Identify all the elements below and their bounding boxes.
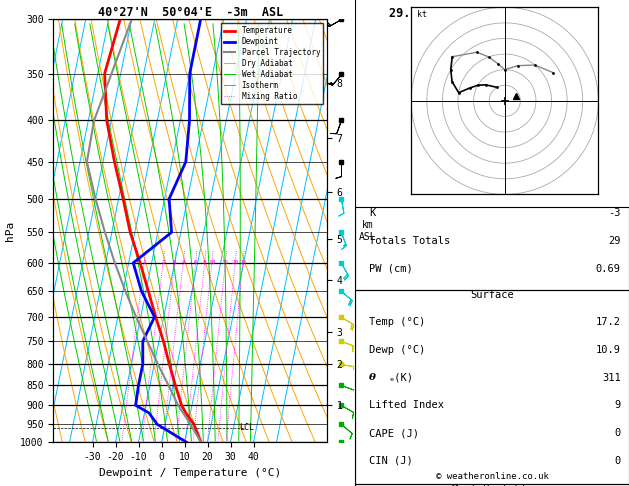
Text: © weatheronline.co.uk: © weatheronline.co.uk <box>436 472 548 481</box>
Text: 20: 20 <box>231 260 239 265</box>
Text: 9: 9 <box>615 400 621 411</box>
Text: Lifted Index: Lifted Index <box>369 400 444 411</box>
Text: LCL: LCL <box>240 423 255 433</box>
Text: θ: θ <box>369 373 376 382</box>
Title: 40°27'N  50°04'E  -3m  ASL: 40°27'N 50°04'E -3m ASL <box>97 6 283 19</box>
Y-axis label: hPa: hPa <box>4 221 14 241</box>
Text: 3: 3 <box>173 260 177 265</box>
Text: Temp (°C): Temp (°C) <box>369 317 425 328</box>
Text: 4: 4 <box>181 260 185 265</box>
Text: Totals Totals: Totals Totals <box>369 236 450 246</box>
Text: CAPE (J): CAPE (J) <box>369 428 419 438</box>
Text: ₑ(K): ₑ(K) <box>388 373 413 383</box>
Text: Most Unstable: Most Unstable <box>452 484 533 486</box>
Legend: Temperature, Dewpoint, Parcel Trajectory, Dry Adiabat, Wet Adiabat, Isotherm, Mi: Temperature, Dewpoint, Parcel Trajectory… <box>221 23 323 104</box>
Text: CIN (J): CIN (J) <box>369 456 413 466</box>
Text: Dewp (°C): Dewp (°C) <box>369 345 425 355</box>
Text: 0: 0 <box>615 456 621 466</box>
Text: 0.69: 0.69 <box>596 264 621 274</box>
Text: 29.04.2024  03GMT  (Base: 00): 29.04.2024 03GMT (Base: 00) <box>389 7 596 20</box>
Y-axis label: km
ASL: km ASL <box>359 220 377 242</box>
Bar <box>355 484 629 486</box>
Text: -3: -3 <box>608 208 621 219</box>
Text: 0: 0 <box>615 428 621 438</box>
Text: 10.9: 10.9 <box>596 345 621 355</box>
Text: kt: kt <box>418 10 428 18</box>
Text: 10: 10 <box>208 260 216 265</box>
Text: 1: 1 <box>142 260 146 265</box>
Text: 311: 311 <box>602 373 621 383</box>
Text: 29: 29 <box>608 236 621 246</box>
X-axis label: Dewpoint / Temperature (°C): Dewpoint / Temperature (°C) <box>99 468 281 478</box>
Text: 2: 2 <box>161 260 165 265</box>
Text: 25: 25 <box>239 260 247 265</box>
Text: Surface: Surface <box>470 290 514 300</box>
Text: 15: 15 <box>221 260 229 265</box>
Text: 6: 6 <box>194 260 198 265</box>
Text: 17.2: 17.2 <box>596 317 621 328</box>
Text: 8: 8 <box>203 260 206 265</box>
Bar <box>355 207 629 290</box>
Bar <box>355 290 629 484</box>
Text: K: K <box>369 208 376 219</box>
Text: PW (cm): PW (cm) <box>369 264 413 274</box>
